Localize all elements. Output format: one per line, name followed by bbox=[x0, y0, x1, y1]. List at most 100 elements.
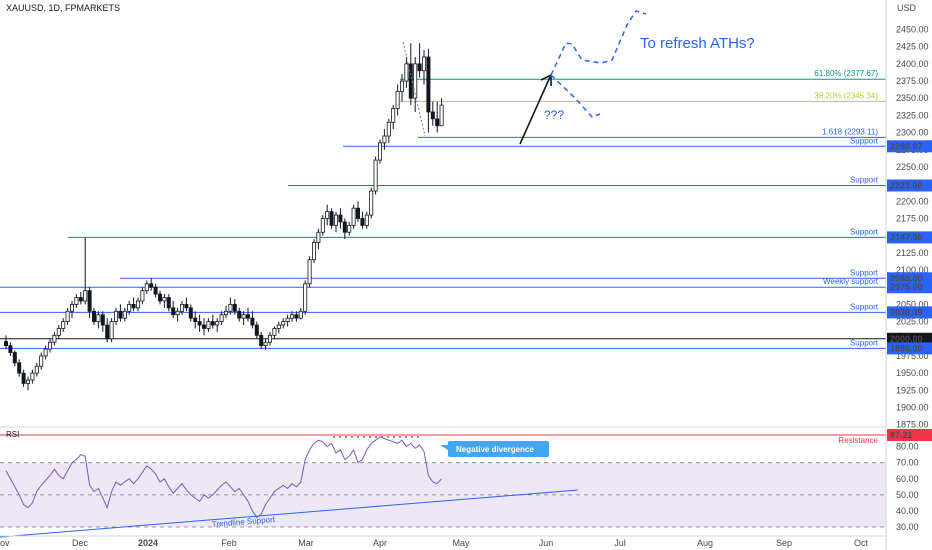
candle-body bbox=[263, 341, 268, 347]
time-tick-label: Jun bbox=[539, 538, 554, 548]
price-tag-label: 2075.00 bbox=[890, 282, 923, 292]
candle-body bbox=[325, 211, 330, 219]
price-tag-label: 2000.00 bbox=[890, 334, 923, 344]
time-tick-label: Feb bbox=[221, 538, 237, 548]
candle-body bbox=[48, 341, 53, 350]
candle-body bbox=[426, 56, 431, 113]
rsi-tick-label: 30.00 bbox=[896, 522, 919, 532]
time-tick-label-edge: ov bbox=[0, 538, 10, 548]
candle-body bbox=[96, 314, 101, 322]
candle-body bbox=[232, 304, 237, 312]
price-tick-label: 2100.00 bbox=[896, 265, 929, 275]
candle-body bbox=[285, 317, 290, 322]
time-tick-label: 2024 bbox=[138, 538, 158, 548]
price-tag bbox=[887, 332, 932, 345]
candle-body bbox=[105, 324, 110, 340]
candle-body bbox=[342, 221, 347, 233]
candle-body bbox=[320, 218, 325, 233]
candle-body bbox=[267, 334, 272, 343]
support-label: Support bbox=[850, 302, 879, 311]
candle-body bbox=[413, 63, 418, 99]
candle-body bbox=[188, 307, 193, 319]
price-tick-label: 2325.00 bbox=[896, 110, 929, 120]
target-annotation: To refresh ATHs? bbox=[640, 35, 755, 52]
candle-body bbox=[421, 56, 426, 72]
callout-bubble bbox=[440, 441, 549, 457]
candle-body bbox=[153, 286, 158, 295]
candle-body bbox=[52, 334, 57, 343]
rsi-title: RSI bbox=[6, 430, 19, 439]
candle-body bbox=[294, 314, 299, 319]
candle-body bbox=[435, 118, 440, 127]
rsi-trendline bbox=[0, 489, 579, 538]
candle-body bbox=[171, 307, 176, 316]
price-tick-label: 1900.00 bbox=[896, 403, 929, 413]
projection-arrow bbox=[519, 76, 551, 145]
candle-body bbox=[25, 379, 30, 384]
candle-body bbox=[382, 135, 387, 144]
time-tick-label: Oct bbox=[854, 538, 869, 548]
candle-body bbox=[184, 304, 189, 309]
candle-body bbox=[43, 348, 48, 357]
rsi-line bbox=[5, 436, 442, 519]
candle-body bbox=[250, 317, 255, 326]
time-tick-label: Dec bbox=[72, 538, 89, 548]
candle-body bbox=[272, 328, 277, 336]
candle-body bbox=[34, 365, 39, 374]
support-label: Support bbox=[850, 268, 879, 277]
candle-body bbox=[166, 297, 171, 309]
price-tick-label: 2050.00 bbox=[896, 299, 929, 309]
candle-body bbox=[131, 304, 136, 309]
candle-body bbox=[127, 304, 132, 312]
candle-body bbox=[135, 300, 140, 309]
candle-body bbox=[197, 321, 202, 326]
candle-body bbox=[399, 80, 404, 92]
price-tag bbox=[887, 281, 932, 294]
rsi-tick-label: 50.00 bbox=[896, 490, 919, 500]
candle-body bbox=[92, 310, 97, 322]
price-tick-label: 2375.00 bbox=[896, 76, 929, 86]
candle-body bbox=[162, 297, 167, 302]
price-tick-label: 1925.00 bbox=[896, 385, 929, 395]
bullish-path bbox=[550, 10, 647, 76]
price-tick-label: 2250.00 bbox=[896, 162, 929, 172]
candle-body bbox=[364, 214, 369, 226]
candle-body bbox=[355, 207, 360, 219]
candle-body bbox=[259, 334, 264, 347]
rsi-tick-label: 70.00 bbox=[896, 458, 919, 468]
price-tag-label: 1986.00 bbox=[890, 343, 923, 353]
candle-body bbox=[122, 310, 127, 319]
price-tick-label: 2125.00 bbox=[896, 248, 929, 258]
symbol-title: XAUUSD, 1D, FPMARKETS bbox=[6, 3, 120, 13]
candle-body bbox=[386, 121, 391, 137]
candle-body bbox=[118, 310, 123, 319]
price-tick-label: 1875.00 bbox=[896, 420, 929, 430]
candle-body bbox=[338, 214, 343, 223]
time-tick-label: Aug bbox=[697, 538, 713, 548]
time-tick-label: Jul bbox=[614, 538, 626, 548]
candle-body bbox=[201, 324, 206, 329]
price-tag-label: 2280.07 bbox=[890, 141, 923, 151]
candle-body bbox=[417, 63, 422, 72]
support-label: Support bbox=[850, 176, 879, 185]
candle-body bbox=[351, 207, 356, 226]
candle-body bbox=[17, 362, 22, 374]
rsi-tick-label: 60.00 bbox=[896, 474, 919, 484]
candle-body bbox=[74, 297, 79, 305]
candle-body bbox=[175, 310, 180, 316]
candle-body bbox=[347, 224, 352, 233]
candle-body bbox=[329, 211, 334, 226]
fib-label: 61.80% (2377.67) bbox=[814, 69, 878, 78]
candle-body bbox=[157, 293, 162, 302]
candle-body bbox=[228, 304, 233, 312]
support-label: Support bbox=[850, 227, 879, 236]
candle-body bbox=[245, 314, 250, 319]
rsi-resistance-tag bbox=[887, 429, 932, 441]
support-label: Weekly support bbox=[823, 277, 879, 286]
candle-body bbox=[430, 111, 435, 120]
candle-body bbox=[100, 314, 105, 326]
